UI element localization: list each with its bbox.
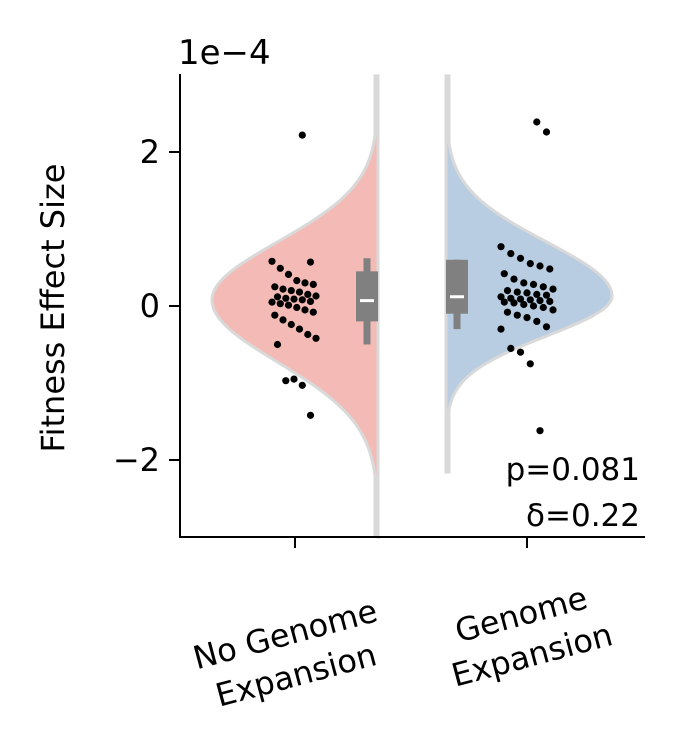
data-point <box>546 265 554 273</box>
y-tick-label: −2 <box>113 441 160 479</box>
data-point <box>516 254 525 262</box>
data-point <box>295 288 304 296</box>
data-point <box>510 299 518 307</box>
data-point <box>306 411 315 419</box>
data-point <box>301 279 309 287</box>
data-point <box>497 325 505 333</box>
data-point <box>304 290 312 298</box>
data-point <box>513 288 521 296</box>
data-point <box>271 311 279 319</box>
data-point <box>298 296 306 304</box>
data-point <box>542 291 551 299</box>
data-point <box>304 330 312 339</box>
data-point <box>295 325 304 333</box>
box-layer <box>356 258 468 345</box>
y-tick-label: 2 <box>140 133 160 171</box>
data-point <box>290 295 298 303</box>
data-point <box>309 280 317 288</box>
data-point <box>284 270 293 278</box>
data-point <box>533 290 541 298</box>
data-point <box>287 320 295 329</box>
data-point <box>516 295 525 303</box>
data-point <box>507 250 515 258</box>
data-point <box>301 306 309 314</box>
y-scale-label: 1e−4 <box>178 33 271 73</box>
data-point <box>298 381 306 389</box>
data-point <box>536 297 544 305</box>
data-point <box>500 270 508 278</box>
data-point <box>279 285 287 293</box>
data-point <box>533 317 541 325</box>
violin-genome-expansion <box>444 74 614 474</box>
data-point <box>268 257 276 265</box>
data-point <box>284 301 293 309</box>
data-point <box>533 118 541 126</box>
data-point <box>290 375 298 383</box>
data-point <box>539 303 547 312</box>
box-iqr <box>356 271 378 322</box>
data-point <box>542 128 551 136</box>
data-point <box>546 297 554 305</box>
data-point <box>279 316 287 324</box>
data-point <box>549 306 557 314</box>
data-point <box>542 323 551 331</box>
data-point <box>282 294 290 302</box>
y-axis-label: Fitness Effect Size <box>34 164 72 453</box>
data-point <box>309 308 317 316</box>
data-point <box>298 131 306 139</box>
x-tick-label-no-genome-expansion: No Genome Expansion <box>189 592 381 715</box>
data-point <box>503 308 512 316</box>
y-tick-label: 0 <box>140 287 160 325</box>
points-layer <box>268 118 557 435</box>
data-point <box>539 283 547 291</box>
data-point <box>510 275 518 283</box>
data-point <box>276 264 284 272</box>
p-value-annotation: p=0.081 <box>506 452 640 488</box>
data-point <box>273 340 282 349</box>
data-point <box>536 427 544 435</box>
x-tick-label-genome-expansion: Genome Expansion <box>448 579 617 695</box>
y-ticks: −2 0 2 <box>113 133 180 479</box>
data-point <box>523 289 531 297</box>
data-point <box>497 243 505 251</box>
data-point <box>287 287 295 295</box>
data-point <box>520 300 528 309</box>
data-point <box>516 348 525 356</box>
data-point <box>497 293 505 301</box>
data-point <box>520 279 528 287</box>
data-point <box>306 258 315 266</box>
data-point <box>293 277 301 285</box>
data-point <box>503 287 512 295</box>
data-point <box>529 280 538 288</box>
data-point <box>271 283 279 291</box>
data-point <box>549 285 557 293</box>
effect-size-annotation: δ=0.22 <box>526 498 640 534</box>
data-point <box>268 298 276 306</box>
box-iqr <box>446 259 468 314</box>
data-point <box>507 344 515 352</box>
data-point <box>523 314 531 322</box>
data-point <box>500 298 508 306</box>
data-point <box>526 296 534 304</box>
data-point <box>273 293 282 301</box>
data-point <box>513 311 521 319</box>
data-point <box>276 300 284 308</box>
data-point <box>526 360 534 368</box>
data-point <box>312 334 320 342</box>
data-point <box>526 260 534 268</box>
data-point <box>312 292 320 300</box>
data-point <box>293 303 301 312</box>
data-point <box>529 302 538 310</box>
data-point <box>536 262 544 270</box>
data-point <box>306 297 315 305</box>
data-point <box>282 377 290 385</box>
